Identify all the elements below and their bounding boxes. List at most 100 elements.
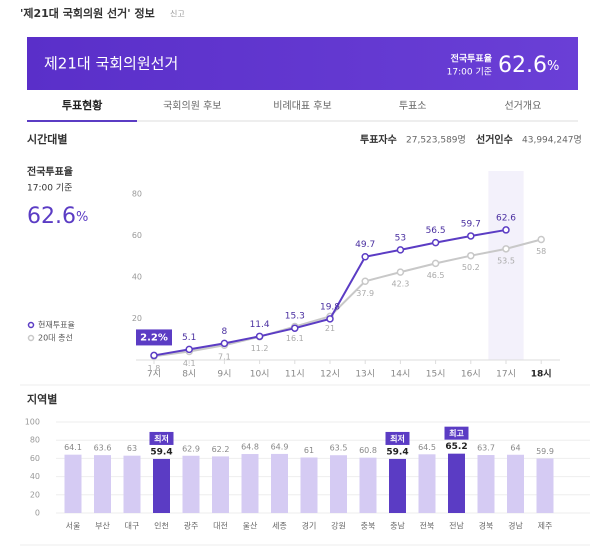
x-tick-label: 9시 [217, 369, 231, 380]
x-tick-label: 11시 [285, 369, 305, 380]
report-link[interactable]: 신고 [170, 10, 185, 19]
badge [149, 431, 174, 445]
y-tick-label: 60 [30, 454, 40, 463]
legend-label: 20대 총선 [38, 334, 73, 343]
y-tick-label: 80 [132, 189, 142, 198]
value-label: 5.1 [182, 333, 196, 343]
value-label: 63 [127, 444, 137, 453]
rate-unit: % [76, 210, 88, 225]
value-label: 16.1 [286, 334, 304, 343]
x-tick-label: 경남 [508, 521, 523, 531]
series-point [396, 268, 405, 276]
rate-value: 62.6 [498, 53, 547, 78]
legend-marker [27, 321, 35, 329]
x-tick-label: 18시 [531, 369, 552, 380]
value-label: 58 [536, 247, 546, 256]
banner-rate-label: 전국투표율 [451, 53, 492, 65]
x-tick-label: 제주 [538, 522, 553, 531]
y-tick-label: 40 [132, 272, 142, 281]
current-hour-highlight [488, 171, 524, 360]
x-tick-label: 대구 [125, 522, 140, 531]
rate-unit: % [547, 59, 559, 74]
bar [330, 455, 347, 513]
value-label: 59.4 [386, 447, 408, 457]
tab[interactable]: 투표소 [399, 100, 427, 112]
bar [64, 454, 82, 513]
x-tick-label: 7시 [147, 369, 161, 380]
tab[interactable]: 국회의원 후보 [163, 100, 221, 112]
rate-time: 17:00 기준 [27, 183, 72, 194]
section-title: 시간대별 [27, 132, 67, 146]
legend-marker [27, 334, 35, 342]
y-tick-label: 100 [25, 418, 40, 427]
value-label: 7.1 [218, 353, 231, 362]
bar [212, 456, 229, 513]
bar [477, 455, 495, 513]
x-tick-label: 10시 [250, 369, 270, 380]
series-point [467, 251, 475, 260]
value-label: 63.5 [330, 444, 348, 453]
value-label: 56.5 [426, 226, 446, 236]
series-point [502, 226, 510, 234]
value-label: 63.6 [94, 444, 112, 453]
header-title: '제21대 국회의원 선거' 정보 [20, 6, 155, 20]
value-label: 62.9 [182, 444, 200, 453]
value-label: 15.3 [285, 312, 305, 322]
x-tick-label: 8시 [182, 369, 196, 380]
bar [300, 457, 318, 513]
bar [389, 458, 406, 513]
badge-label: 최저 [390, 433, 405, 443]
bar [359, 457, 377, 513]
series-point [185, 345, 193, 354]
value-label: 62.6 [496, 213, 516, 223]
value-label: 59.4 [150, 447, 172, 457]
series-point [361, 277, 369, 286]
value-label: 19.8 [320, 302, 340, 312]
value-label: 64.1 [64, 443, 82, 452]
series-point [431, 259, 440, 268]
value-label: 53.5 [497, 256, 515, 265]
value-label: 64.9 [271, 442, 289, 451]
value-label: 64.8 [241, 443, 259, 452]
tab[interactable]: 비례대표 후보 [273, 100, 331, 112]
bar [271, 453, 288, 513]
section-title: 지역별 [27, 392, 57, 406]
x-tick-label: 전남 [449, 521, 464, 531]
electorate: 43,994,247명 [522, 135, 582, 146]
x-tick-label: 인천 [154, 521, 169, 531]
banner-title: 제21대 국회의원선거 [44, 55, 178, 73]
x-tick-label: 부산 [95, 521, 110, 531]
value-label: 53 [395, 233, 406, 243]
value-label: 61 [304, 446, 314, 455]
x-tick-label: 14시 [391, 369, 411, 380]
bar [241, 454, 259, 513]
voters-label: 투표자수 [360, 133, 397, 146]
value-label: 42.3 [391, 280, 409, 289]
value-label: 11.2 [251, 344, 269, 353]
x-tick-label: 충북 [361, 522, 376, 531]
y-tick-label: 60 [132, 231, 142, 240]
value-label: 60.8 [359, 446, 377, 455]
value-label: 37.9 [356, 289, 374, 298]
rate: 62.6% [27, 204, 88, 229]
banner-rate-time: 17:00 기준 [447, 67, 492, 78]
badge-label: 최저 [154, 433, 169, 443]
series-point [396, 246, 405, 254]
voters: 27,523,589명 [406, 135, 466, 146]
electorate-label: 선거인수 [476, 133, 513, 146]
x-tick-label: 경기 [302, 521, 317, 531]
series-point [361, 252, 369, 261]
x-tick-label: 대전 [213, 521, 228, 531]
x-tick-label: 전북 [420, 521, 435, 531]
series-line [153, 228, 507, 357]
value-label: 62.2 [212, 445, 230, 454]
x-tick-label: 충남 [390, 522, 405, 531]
tab[interactable]: 투표현황 [62, 98, 102, 112]
value-label: 11.4 [250, 320, 270, 330]
value-label: 63.7 [477, 444, 495, 453]
tab[interactable]: 선거개요 [504, 100, 541, 112]
x-tick-label: 17시 [496, 369, 516, 380]
x-tick-label: 경북 [479, 521, 494, 531]
y-tick-label: 0 [35, 509, 40, 518]
series-line [153, 238, 542, 358]
